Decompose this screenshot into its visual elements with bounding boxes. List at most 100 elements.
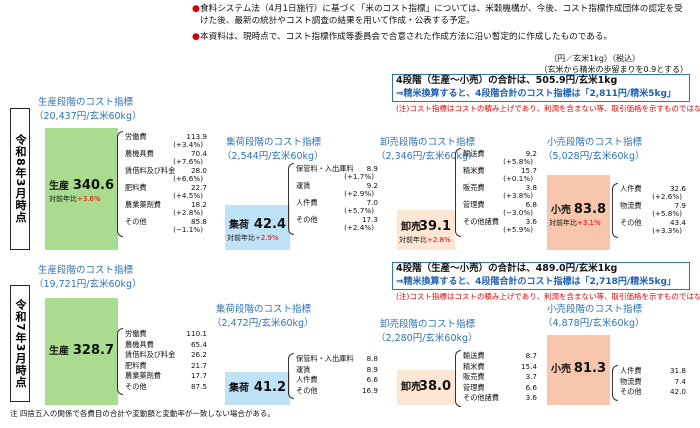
item-name: 管理費: [463, 382, 485, 392]
stage-label: 集荷: [229, 382, 249, 394]
item-name: 農機具費: [125, 339, 154, 349]
item-name: 物流費: [620, 201, 642, 210]
item-name: 人件費: [620, 366, 642, 375]
item-value: 3.6: [525, 217, 537, 226]
item-value: 32.6: [669, 184, 686, 193]
stage-label: 卸売: [401, 381, 421, 393]
summary-box: [392, 262, 690, 290]
item-value: 21.7: [190, 360, 207, 370]
item-name: 精米費: [463, 361, 485, 371]
item-name: 人件費: [296, 375, 318, 384]
item-change: (+5.8%): [652, 209, 682, 218]
summary-total: 4段階（生産～小売）の合計は、489.0円/玄米1kg: [396, 263, 618, 274]
item-value: 7.4: [674, 376, 686, 386]
item-value: 6.8: [525, 200, 537, 209]
stage-bar: 卸売 39.1 対前年比 +2.8%: [397, 210, 455, 250]
period-label: 令和7年3月時点: [10, 285, 30, 402]
item-change: (+0.1%): [503, 174, 533, 183]
breakdown-bracket: [288, 353, 294, 399]
item-name: 農機具費: [125, 149, 154, 158]
item-change: (+5.8%): [503, 157, 533, 166]
summary-conversion: ⇒精米換算すると、4段階合計のコスト指標は「2,811円/精米5kg」: [396, 89, 676, 99]
item-name: 輸送費: [463, 149, 485, 158]
unit-note: （玄米から精米の歩留まりを0.9とする）: [539, 65, 688, 74]
period-label: 令和8年3月時点: [10, 108, 30, 250]
item-name: 農業薬剤費: [125, 371, 161, 380]
item-value: 9.2: [525, 149, 537, 158]
item-change: (+2.9%): [344, 189, 374, 198]
item-value: 87.5: [190, 381, 207, 391]
yoy-value: +2.9%: [255, 233, 279, 242]
item-change: (+2.4%): [344, 223, 374, 232]
item-value: 7.9: [674, 201, 686, 210]
breakdown-bracket: [455, 350, 461, 407]
item-value: 17.7: [190, 371, 207, 380]
yoy-label: 対前年比: [49, 195, 77, 203]
summary-total: 4段階（生産～小売）の合計は、505.9円/玄米1kg: [396, 75, 618, 86]
item-change: (+3.3%): [652, 226, 682, 235]
stage-bar: 集荷 41.2: [225, 372, 290, 405]
item-name: 精米費: [463, 166, 485, 175]
stage-label: 集荷: [229, 219, 249, 231]
item-change: (−1.1%): [173, 225, 203, 234]
stage-title: 生産段階のコスト指標: [38, 265, 134, 276]
item-name: その他: [125, 217, 147, 226]
item-value: 43.4: [669, 218, 686, 227]
item-value: 15.4: [520, 361, 537, 371]
item-change: (+6.6%): [173, 174, 203, 183]
summary-conversion: ⇒精米換算すると、4段階合計のコスト指標は「2,718円/精米5kg」: [396, 277, 676, 287]
stage-value: 340.6: [72, 178, 114, 193]
item-value: 16.9: [361, 385, 378, 395]
stage-value: 42.4: [253, 216, 286, 232]
item-value: 113.9: [186, 132, 207, 141]
item-name: 物流費: [620, 376, 642, 386]
stage-title: 集荷段階のコスト指標: [226, 137, 322, 148]
item-value: 26.2: [190, 350, 207, 359]
stage-per60kg: （2,544円/玄米60kg）: [222, 151, 324, 162]
item-value: 3.6: [525, 393, 537, 402]
stage-title: 生産段階のコスト指標: [38, 97, 134, 108]
breakdown-bracket: [288, 163, 294, 235]
item-name: 肥料費: [125, 183, 147, 192]
stage-per60kg: （20,437円/玄米60kg）: [34, 111, 142, 122]
breakdown-bracket: [612, 183, 618, 238]
stage-title: 小売段階のコスト指標: [547, 304, 643, 315]
yoy-value: +3.1%: [577, 218, 601, 227]
item-value: 3.8: [525, 183, 537, 192]
item-name: その他: [620, 387, 642, 396]
item-value: 8.8: [366, 354, 378, 363]
item-name: 賃借料及び料金: [125, 166, 176, 175]
footnote: 注 四捨五入の関係で各費目の合計や変動額と変動率が一致しない場合がある。: [10, 409, 275, 418]
note-text: 本資料は、現時点で、コスト指標作成等委員会で合意された作成方法に沿い暫定的に作成…: [200, 32, 613, 42]
item-name: 賃借料及び料金: [125, 350, 176, 359]
item-value: 8.7: [525, 351, 537, 360]
item-value: 22.7: [190, 183, 207, 192]
summary-box: [392, 74, 690, 102]
stage-per60kg: （5,028円/玄米60kg）: [543, 151, 645, 162]
stage-per60kg: （4,878円/玄米60kg）: [543, 318, 645, 329]
item-name: 管理費: [463, 200, 485, 209]
stage-value: 81.3: [573, 361, 606, 376]
note-bullet: ●: [192, 32, 200, 42]
stage-label: 卸売: [401, 222, 421, 233]
stage-bar: 卸売 38.0: [397, 370, 455, 405]
yoy-label: 対前年比: [227, 233, 255, 242]
item-value: 31.8: [669, 366, 686, 375]
item-value: 15.7: [520, 166, 537, 175]
unit-note: （円／玄米1kg）（税込）: [549, 54, 640, 63]
item-value: 65.4: [190, 339, 207, 349]
stage-bar: 集荷 42.4 対前年比 +2.9%: [225, 205, 290, 250]
item-name: 労働費: [125, 329, 147, 338]
item-change: (+7.6%): [173, 157, 203, 166]
item-name: 保管料・入出庫料: [296, 164, 354, 173]
stage-value: 41.2: [253, 379, 286, 395]
stage-value: 83.8: [573, 201, 606, 217]
summary-note: (注)コスト指標はコストの積み上げであり、利潤を含まない等、取引価格を示すもので…: [396, 104, 700, 113]
item-value: 9.2: [366, 181, 378, 190]
yoy-value: +2.8%: [427, 236, 451, 244]
item-change: (−3.0%): [503, 208, 533, 217]
breakdown-bracket: [612, 365, 618, 401]
breakdown-bracket: [117, 131, 123, 237]
item-value: 18.2: [190, 200, 207, 209]
